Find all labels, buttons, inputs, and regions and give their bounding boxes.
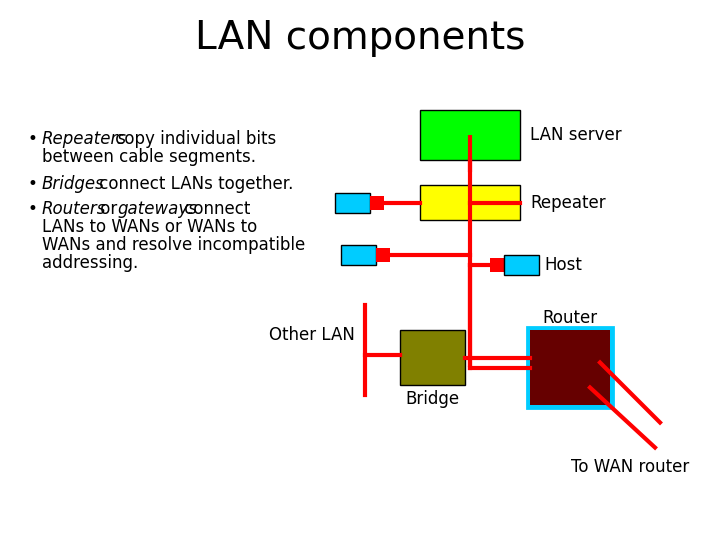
FancyBboxPatch shape bbox=[420, 185, 520, 220]
Text: LAN server: LAN server bbox=[530, 126, 621, 144]
FancyBboxPatch shape bbox=[376, 248, 390, 262]
Text: connect LANs together.: connect LANs together. bbox=[94, 175, 293, 193]
Text: copy individual bits: copy individual bits bbox=[110, 130, 276, 148]
FancyBboxPatch shape bbox=[490, 258, 504, 272]
Text: between cable segments.: between cable segments. bbox=[42, 148, 256, 166]
FancyBboxPatch shape bbox=[335, 192, 370, 213]
FancyBboxPatch shape bbox=[400, 330, 465, 385]
FancyBboxPatch shape bbox=[370, 195, 384, 210]
Text: •: • bbox=[28, 130, 38, 148]
Text: •: • bbox=[28, 200, 38, 218]
FancyBboxPatch shape bbox=[504, 255, 539, 275]
Text: LANs to WANs or WANs to: LANs to WANs or WANs to bbox=[42, 218, 257, 236]
FancyBboxPatch shape bbox=[420, 110, 520, 160]
Text: •: • bbox=[28, 175, 38, 193]
Text: Bridges: Bridges bbox=[42, 175, 104, 193]
Text: connect: connect bbox=[179, 200, 251, 218]
Text: Router: Router bbox=[542, 309, 598, 327]
FancyBboxPatch shape bbox=[527, 327, 613, 408]
Text: WANs and resolve incompatible: WANs and resolve incompatible bbox=[42, 236, 305, 254]
Text: or: or bbox=[95, 200, 122, 218]
Text: Host: Host bbox=[544, 256, 582, 274]
Text: To WAN router: To WAN router bbox=[571, 458, 689, 476]
Text: Other LAN: Other LAN bbox=[269, 326, 355, 344]
Text: LAN components: LAN components bbox=[195, 19, 525, 57]
FancyBboxPatch shape bbox=[341, 245, 376, 265]
Text: addressing.: addressing. bbox=[42, 254, 138, 272]
Text: gateways: gateways bbox=[117, 200, 197, 218]
Text: Bridge: Bridge bbox=[405, 390, 459, 408]
Text: Repeaters: Repeaters bbox=[42, 130, 127, 148]
Text: Routers: Routers bbox=[42, 200, 107, 218]
FancyBboxPatch shape bbox=[530, 330, 610, 405]
Text: Repeater: Repeater bbox=[530, 193, 606, 212]
